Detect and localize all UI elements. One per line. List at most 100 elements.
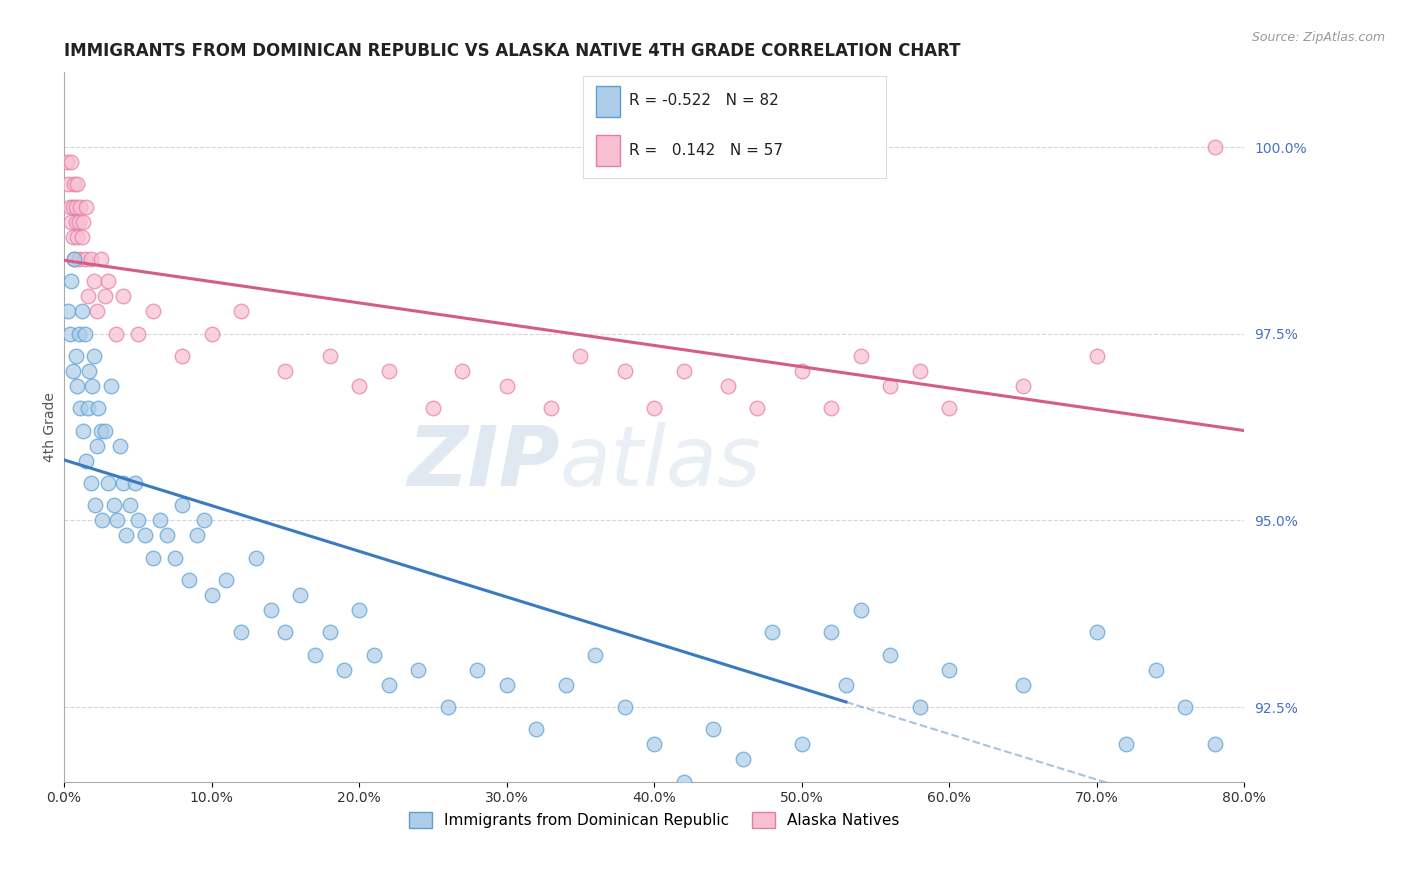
Point [554,677,576,691]
Point [97,275,120,289]
Point [172,349,194,363]
Point [77,364,100,378]
Point [79,252,101,266]
Point [1012,677,1035,691]
Point [115,528,138,542]
Point [82,379,104,393]
Text: ZIP: ZIP [408,422,560,503]
Point [60,215,83,229]
Point [259,603,281,617]
Text: R =   0.142   N = 57: R = 0.142 N = 57 [628,144,783,158]
Point [200,326,222,341]
Point [124,476,146,491]
Point [347,603,370,617]
Point [1144,663,1167,677]
Text: atlas: atlas [560,422,762,503]
Y-axis label: 4th Grade: 4th Grade [44,392,58,462]
Point [1012,379,1035,393]
Point [908,364,931,378]
Point [304,648,326,662]
Point [66,379,89,393]
Point [112,289,135,303]
Point [69,401,91,416]
Point [156,528,179,542]
Point [717,379,740,393]
Point [112,476,135,491]
Point [105,513,128,527]
Point [495,677,517,691]
Point [672,774,695,789]
Point [849,603,872,617]
Point [672,364,695,378]
Point [347,379,370,393]
Point [172,499,194,513]
Point [406,663,429,677]
Point [66,178,89,192]
Point [90,252,112,266]
Point [318,625,340,640]
Point [849,349,872,363]
Legend: Immigrants from Dominican Republic, Alaska Natives: Immigrants from Dominican Republic, Alas… [402,806,905,834]
Point [524,723,547,737]
Point [83,275,105,289]
Text: IMMIGRANTS FROM DOMINICAN REPUBLIC VS ALASKA NATIVE 4TH GRADE CORRELATION CHART: IMMIGRANTS FROM DOMINICAN REPUBLIC VS AL… [65,42,960,60]
Point [229,625,252,640]
Point [747,401,769,416]
Point [63,252,86,266]
Point [363,648,385,662]
Point [200,588,222,602]
Point [91,513,114,527]
Point [731,752,754,766]
Point [73,326,96,341]
FancyBboxPatch shape [596,87,620,117]
Point [65,200,87,214]
Point [65,215,87,229]
Point [62,229,84,244]
Point [67,215,90,229]
Point [60,155,83,169]
Text: Source: ZipAtlas.com: Source: ZipAtlas.com [1251,31,1385,45]
Point [149,513,172,527]
Point [83,349,105,363]
Point [60,275,83,289]
Point [142,304,165,318]
Point [761,625,783,640]
Point [56,155,79,169]
Point [879,379,901,393]
Point [569,349,592,363]
Point [72,215,94,229]
Point [835,677,858,691]
Point [108,439,131,453]
Point [908,700,931,714]
Point [1204,140,1226,154]
Point [69,200,91,214]
Point [90,424,112,438]
Point [63,178,86,192]
Point [67,326,90,341]
Point [163,550,186,565]
Point [820,625,842,640]
Point [274,625,297,640]
Point [938,401,960,416]
Point [142,550,165,565]
Point [63,252,86,266]
Point [790,364,813,378]
Point [70,229,93,244]
Point [643,737,665,751]
Point [76,401,98,416]
Point [97,476,120,491]
Text: R = -0.522   N = 82: R = -0.522 N = 82 [628,94,779,109]
Point [76,289,98,303]
Point [186,528,208,542]
Point [495,379,517,393]
Point [134,528,156,542]
Point [127,326,149,341]
Point [422,401,444,416]
Point [84,499,107,513]
Point [702,723,724,737]
Point [104,326,127,341]
Point [59,326,82,341]
Point [1204,737,1226,751]
Point [318,349,340,363]
Point [790,737,813,751]
